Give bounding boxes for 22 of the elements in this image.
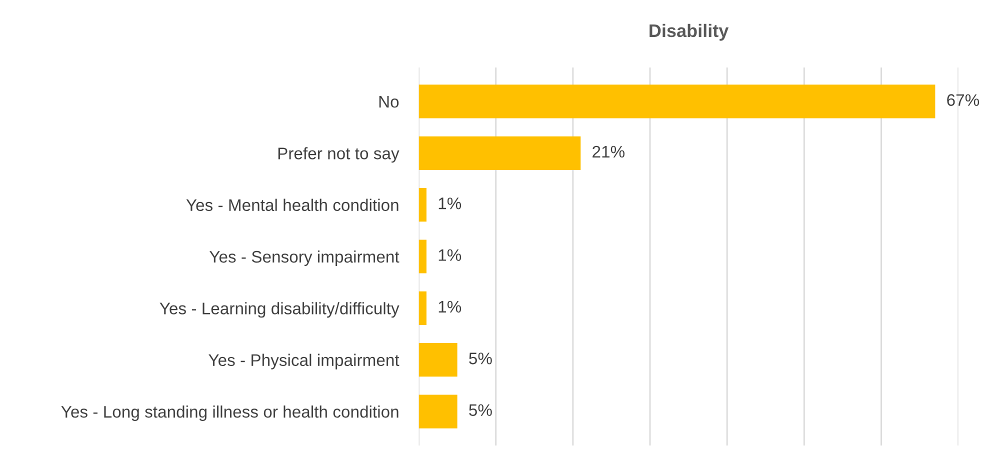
data-label: 67% xyxy=(947,94,980,106)
data-label: 1% xyxy=(438,249,462,261)
bar xyxy=(418,343,458,377)
chart-title: Disability xyxy=(650,24,729,41)
y-tick-label: Yes - Long standing illness or health condition xyxy=(61,405,398,422)
data-label: 1% xyxy=(438,300,462,313)
data-label: 5% xyxy=(469,404,492,416)
bar xyxy=(418,240,426,274)
y-tick-label: Yes - Physical impairment xyxy=(208,354,400,370)
bar xyxy=(418,291,426,325)
bar xyxy=(418,84,936,118)
bar xyxy=(418,136,581,170)
bar xyxy=(418,188,426,222)
data-label: 5% xyxy=(469,352,492,364)
bar xyxy=(418,394,458,428)
y-tick-label: Yes - Mental health condition xyxy=(186,198,398,212)
y-tick-label: Prefer not to say xyxy=(278,147,400,163)
y-tick-label: Yes - Sensory impairment xyxy=(209,250,400,266)
data-label: 1% xyxy=(438,198,462,210)
y-tick-label: Yes - Learning disability/difficulty xyxy=(160,302,400,318)
y-tick-label: No xyxy=(379,96,399,108)
data-label: 21% xyxy=(592,146,625,158)
